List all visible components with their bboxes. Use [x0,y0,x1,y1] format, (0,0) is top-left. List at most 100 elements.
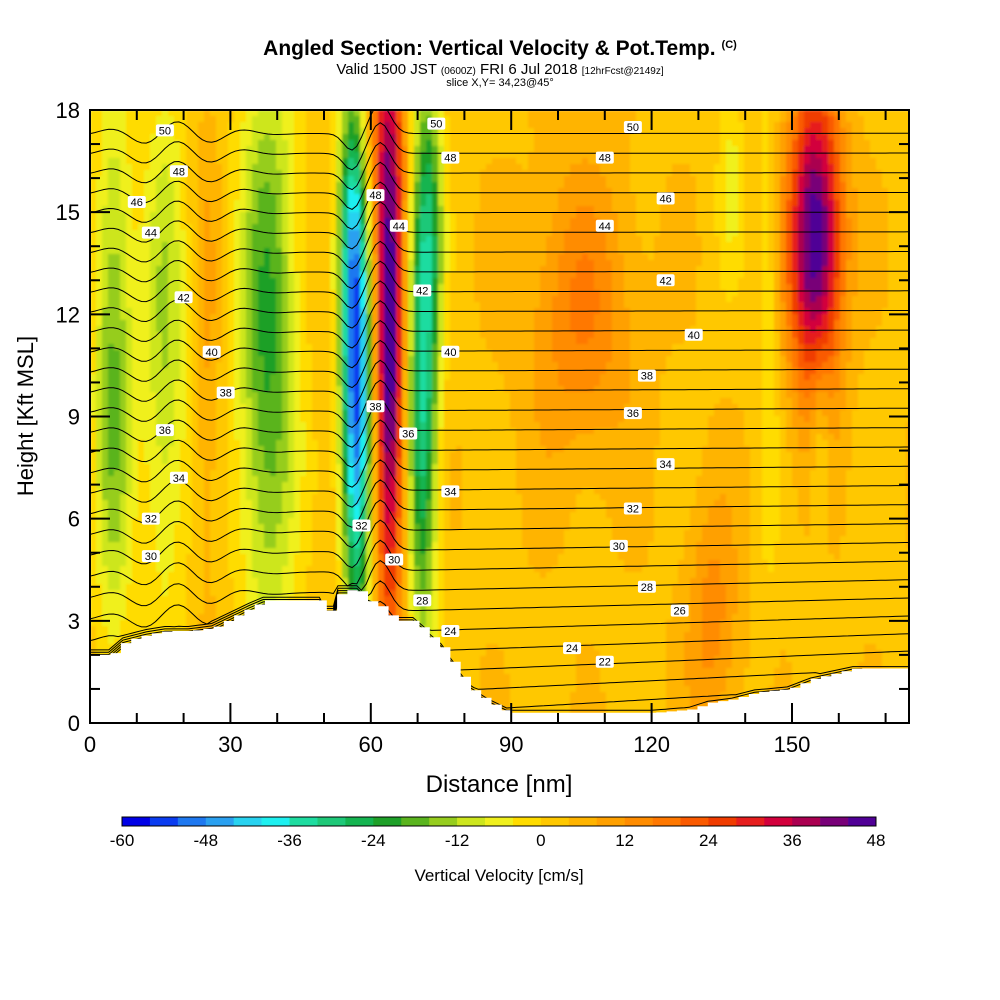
heatmap-cell [366,224,373,231]
heatmap-cell [258,278,265,285]
heatmap-cell [900,230,907,237]
heatmap-cell [168,278,175,285]
heatmap-cell [294,218,301,225]
heatmap-cell [396,320,403,327]
heatmap-cell [840,134,847,141]
heatmap-cell [294,320,301,327]
heatmap-cell [144,134,151,141]
heatmap-cell [234,110,241,117]
heatmap-cell [300,128,307,135]
heatmap-cell [180,302,187,309]
heatmap-cell [282,158,289,165]
heatmap-cell [864,182,871,189]
heatmap-cell [222,188,229,195]
heatmap-cell [138,236,145,243]
heatmap-cell [786,128,793,135]
heatmap-cell [864,284,871,291]
heatmap-cell [396,314,403,321]
heatmap-cell [126,182,133,189]
heatmap-cell [840,182,847,189]
heatmap-cell [834,176,841,183]
heatmap-cell [534,260,541,267]
heatmap-cell [366,122,373,129]
heatmap-cell [810,272,817,279]
heatmap-cell [120,146,127,153]
heatmap-cell [852,314,859,321]
heatmap-cell [720,176,727,183]
heatmap-cell [444,182,451,189]
heatmap-cell [690,200,697,207]
heatmap-cell [474,314,481,321]
heatmap-cell [588,320,595,327]
heatmap-cell [738,218,745,225]
heatmap-cell [300,272,307,279]
heatmap-cell [372,248,379,255]
heatmap-cell [768,272,775,279]
heatmap-cell [726,200,733,207]
heatmap-cell [486,236,493,243]
heatmap-cell [468,272,475,279]
heatmap-cell [102,212,109,219]
heatmap-cell [654,224,661,231]
heatmap-cell [420,140,427,147]
heatmap-cell [456,128,463,135]
heatmap-cell [702,242,709,249]
heatmap-cell [774,110,781,117]
heatmap-cell [282,110,289,117]
heatmap-cell [378,284,385,291]
heatmap-cell [522,110,529,117]
heatmap-cell [798,242,805,249]
heatmap-cell [480,260,487,267]
heatmap-cell [300,254,307,261]
heatmap-cell [408,206,415,213]
heatmap-cell [660,176,667,183]
heatmap-cell [480,242,487,249]
heatmap-cell [174,308,181,315]
heatmap-cell [426,182,433,189]
heatmap-cell [96,170,103,177]
heatmap-cell [174,320,181,327]
heatmap-cell [576,218,583,225]
heatmap-cell [384,158,391,165]
heatmap-cell [408,320,415,327]
heatmap-cell [816,314,823,321]
heatmap-cell [378,128,385,135]
heatmap-cell [708,206,715,213]
heatmap-cell [564,110,571,117]
heatmap-cell [564,248,571,255]
heatmap-cell [342,278,349,285]
heatmap-cell [426,314,433,321]
heatmap-cell [576,212,583,219]
heatmap-cell [534,140,541,147]
heatmap-cell [378,296,385,303]
heatmap-cell [264,224,271,231]
heatmap-cell [432,230,439,237]
heatmap-cell [90,122,97,129]
heatmap-cell [156,182,163,189]
heatmap-cell [654,164,661,171]
heatmap-cell [90,188,97,195]
heatmap-cell [768,146,775,153]
chart-subtitle: Valid 1500 JST (0600Z) FRI 6 Jul 2018 [1… [0,61,1000,78]
heatmap-cell [318,272,325,279]
heatmap-cell [510,140,517,147]
heatmap-cell [108,128,115,135]
heatmap-cell [234,254,241,261]
heatmap-cell [240,284,247,291]
heatmap-cell [246,146,253,153]
heatmap-cell [510,290,517,297]
heatmap-cell [804,212,811,219]
heatmap-cell [372,308,379,315]
heatmap-cell [390,158,397,165]
heatmap-cell [720,134,727,141]
heatmap-cell [768,206,775,213]
heatmap-cell [444,110,451,117]
heatmap-cell [714,194,721,201]
heatmap-cell [798,230,805,237]
heatmap-cell [618,254,625,261]
heatmap-cell [276,116,283,123]
heatmap-cell [294,110,301,117]
heatmap-cell [534,188,541,195]
heatmap-cell [252,176,259,183]
heatmap-cell [726,254,733,261]
